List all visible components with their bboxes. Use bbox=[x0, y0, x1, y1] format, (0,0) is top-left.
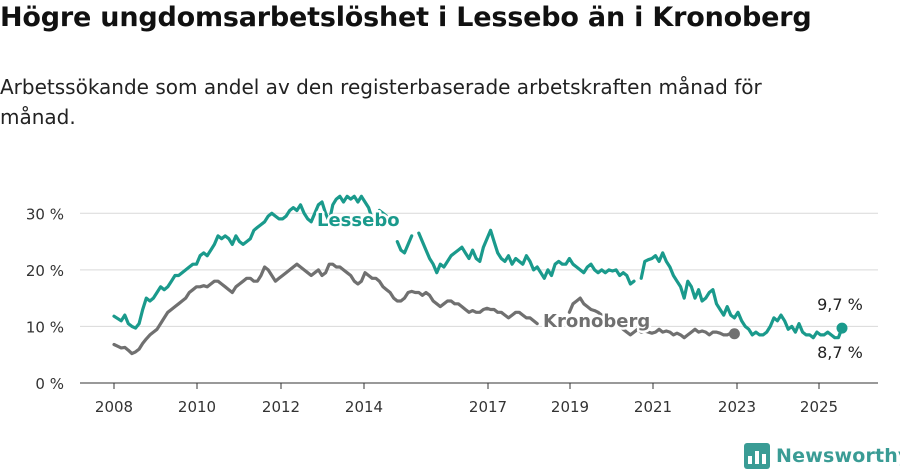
series-line-lessebo bbox=[112, 194, 374, 330]
series-line-lessebo bbox=[377, 208, 389, 218]
x-tick-label: 2008 bbox=[95, 398, 133, 416]
series-line-lessebo bbox=[417, 228, 636, 286]
end-value-label-kronoberg: 8,7 % bbox=[817, 343, 863, 362]
x-tick-label: 2021 bbox=[634, 398, 672, 416]
y-tick-label: 30 % bbox=[26, 205, 64, 223]
series-label-lessebo-halo: Lessebo bbox=[317, 210, 400, 231]
series-label-lessebo: Lessebo bbox=[317, 210, 400, 231]
series-line-kronoberg bbox=[567, 296, 736, 340]
x-tick-label: 2025 bbox=[800, 398, 838, 416]
series-line-kronoberg bbox=[112, 262, 539, 356]
series-line-lessebo bbox=[395, 234, 414, 255]
x-tick-label: 2019 bbox=[551, 398, 589, 416]
series-label-kronoberg: Kronoberg bbox=[543, 311, 650, 332]
newsworthy-logo[interactable]: Newsworthy bbox=[744, 443, 900, 469]
y-tick-label: 10 % bbox=[26, 318, 64, 336]
x-tick-label: 2017 bbox=[469, 398, 507, 416]
bar-chart-icon bbox=[744, 443, 770, 469]
x-tick-label: 2014 bbox=[345, 398, 383, 416]
chart-subtitle: Arbetssökande som andel av den registerb… bbox=[0, 75, 762, 129]
x-tick-label: 2012 bbox=[262, 398, 300, 416]
end-point-kronoberg bbox=[728, 328, 740, 340]
chart-title: Högre ungdomsarbetslöshet i Lessebo än i… bbox=[0, 2, 812, 33]
x-tick-label: 2010 bbox=[178, 398, 216, 416]
y-tick-label: 20 % bbox=[26, 262, 64, 280]
end-point-lessebo bbox=[836, 322, 848, 334]
brand-name: Newsworthy bbox=[776, 445, 900, 467]
x-tick-label: 2023 bbox=[718, 398, 756, 416]
series-label-kronoberg-halo: Kronoberg bbox=[543, 311, 650, 332]
series-line-lessebo bbox=[639, 251, 844, 340]
y-tick-label: 0 % bbox=[35, 375, 64, 393]
end-value-label-lessebo: 9,7 % bbox=[817, 295, 863, 314]
